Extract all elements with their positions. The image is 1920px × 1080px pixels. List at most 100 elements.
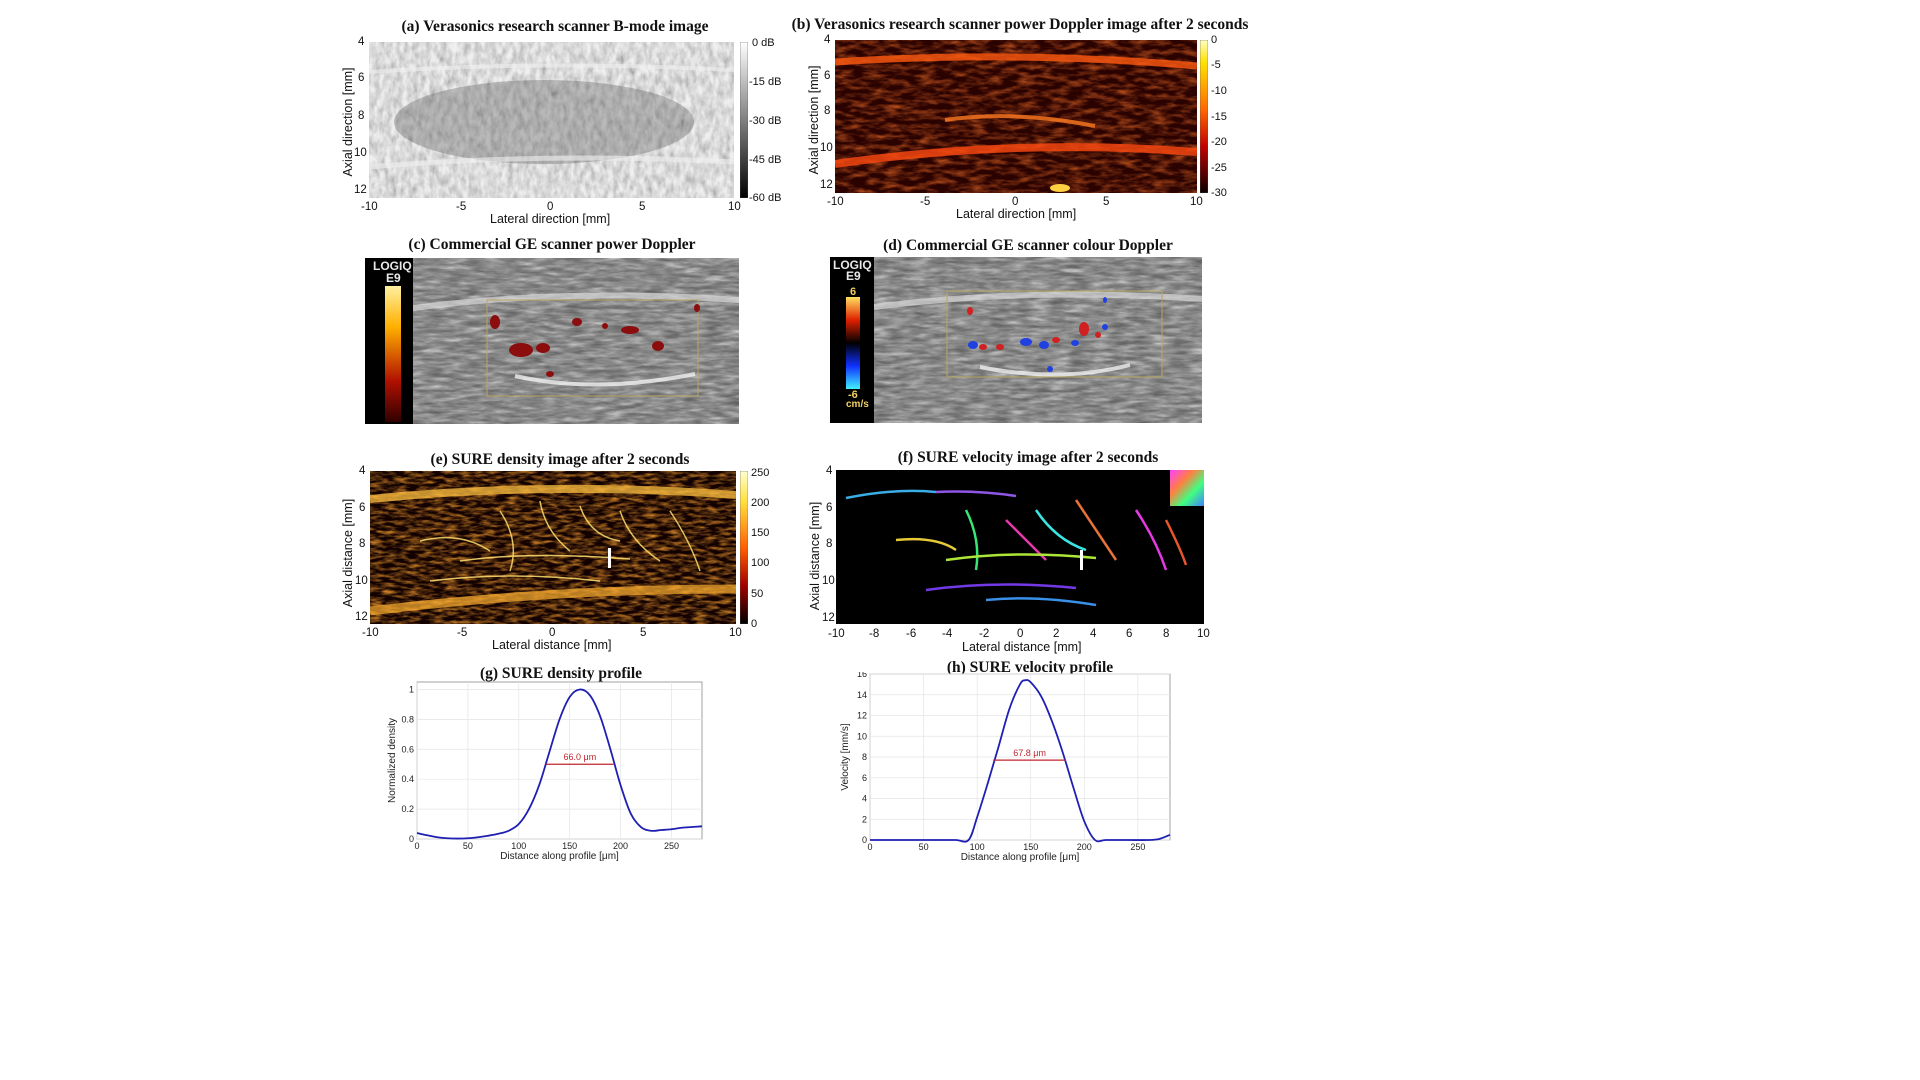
y-tick-label: 0 <box>409 834 414 844</box>
x-tick-label: 0 <box>414 841 419 851</box>
panel-d-ge-colour-doppler-image <box>830 257 1202 423</box>
panel-a-xtick: -5 <box>456 201 467 213</box>
x-axis-label: Distance along profile [μm] <box>500 851 619 862</box>
panel-e-xtick: 0 <box>549 627 556 639</box>
panel-f-ylabel: Axial distance [mm] <box>808 501 822 611</box>
panel-b-title: (b) Verasonics research scanner power Do… <box>791 16 1249 33</box>
panel-a-colorbar-tick: -15 dB <box>749 76 782 88</box>
panel-a-title: (a) Verasonics research scanner B-mode i… <box>401 18 709 35</box>
panel-a-ytick: 8 <box>358 110 365 122</box>
panel-a-colorbar-tick: -30 dB <box>749 115 782 127</box>
panel-a-xtick: 10 <box>728 201 741 213</box>
panel-b-colorbar-tick: -30 <box>1211 187 1227 199</box>
panel-d-scale-unit: cm/s <box>846 399 869 410</box>
panel-a-xtick: 5 <box>639 201 646 213</box>
panel-b-colorbar-tick: -25 <box>1211 162 1227 174</box>
panel-f-xtick: 8 <box>1163 628 1170 640</box>
panel-c-ge-power-doppler-image <box>365 258 739 424</box>
panel-a-bmode-image <box>369 42 734 198</box>
panel-e-xtick: 10 <box>729 627 742 639</box>
y-tick-label: 4 <box>862 794 867 804</box>
x-tick-label: 200 <box>613 841 628 851</box>
panel-h-velocity-profile-chart: 0 50 100 150 200 250 0 2 4 6 8 10 12 14 16 67.8 μm Dista… <box>840 672 1171 863</box>
y-tick-label: 0.6 <box>401 744 414 754</box>
panel-a-colorbar-tick: 0 dB <box>752 37 775 49</box>
panel-d-brand-model: E9 <box>846 269 861 283</box>
panel-f-xlabel: Lateral distance [mm] <box>962 640 1082 654</box>
y-tick-label: 6 <box>862 773 867 783</box>
panel-b-colorbar-tick: -5 <box>1211 59 1221 71</box>
x-tick-label: 150 <box>1023 842 1038 852</box>
y-tick-label: 0.4 <box>401 774 414 784</box>
y-tick-label: 0 <box>862 835 867 845</box>
panel-b-colorbar-tick: -10 <box>1211 85 1227 97</box>
panel-e-ylabel: Axial distance [mm] <box>341 498 355 608</box>
panel-e-ytick: 4 <box>359 465 366 477</box>
panel-b-ytick: 4 <box>824 34 831 46</box>
panel-a-xlabel: Lateral direction [mm] <box>490 212 611 226</box>
y-tick-label: 0.2 <box>401 804 414 814</box>
x-tick-label: 100 <box>511 841 526 851</box>
panel-e-sure-density-image <box>370 471 736 624</box>
panel-b-ytick: 10 <box>820 142 833 154</box>
panel-b-xtick: -5 <box>920 196 931 208</box>
panel-a-colorbar-tick: -60 dB <box>749 192 782 204</box>
panel-b-xlabel: Lateral direction [mm] <box>956 207 1077 221</box>
panel-a-colorbar-tick: -45 dB <box>749 154 782 166</box>
panel-b-colorbar-tick: -15 <box>1211 111 1227 123</box>
panel-f-xtick: -4 <box>942 628 953 640</box>
panel-f-xtick: -2 <box>979 628 990 640</box>
profile-line <box>416 688 703 840</box>
panel-a-colorbar <box>740 42 748 198</box>
panel-f-xtick: -10 <box>828 628 845 640</box>
panel-d-scale-max: 6 <box>850 286 857 298</box>
panel-f-ytick: 8 <box>826 538 833 550</box>
panel-d-brand-logo: LOGIQ <box>833 258 872 272</box>
panel-f-xtick: 4 <box>1090 628 1097 640</box>
x-tick-label: 0 <box>867 842 872 852</box>
panel-e-ytick: 6 <box>359 502 366 514</box>
panel-g-title: (g) SURE density profile <box>479 665 643 682</box>
panel-c-brand-logo: LOGIQ <box>373 259 412 273</box>
panel-d-title: (d) Commercial GE scanner colour Doppler <box>883 237 1173 254</box>
panel-b-xtick: 0 <box>1012 196 1019 208</box>
panel-e-colorbar-tick: 0 <box>751 618 758 630</box>
x-tick-label: 50 <box>463 841 473 851</box>
panel-b-xtick: 5 <box>1103 196 1110 208</box>
panel-e-colorbar-tick: 200 <box>751 497 770 509</box>
panel-b-colorbar-tick: 0 <box>1211 34 1218 46</box>
panel-e-xlabel: Lateral distance [mm] <box>492 638 612 652</box>
panel-e-xtick: -5 <box>457 627 468 639</box>
panel-c-title: (c) Commercial GE scanner power Doppler <box>408 236 696 253</box>
x-tick-label: 100 <box>970 842 985 852</box>
x-tick-label: 150 <box>562 841 577 851</box>
y-tick-label: 1 <box>409 684 414 694</box>
panel-e-ytick: 8 <box>359 538 366 550</box>
panel-f-ytick: 4 <box>826 465 833 477</box>
panel-f-xtick: 0 <box>1017 628 1024 640</box>
panel-a-ytick: 6 <box>358 72 365 84</box>
panel-h-title: (h) SURE velocity profile <box>946 659 1114 676</box>
y-axis-label: Velocity [mm/s] <box>840 723 851 790</box>
panel-e-ytick: 10 <box>355 575 368 587</box>
fwhm-annotation: 67.8 μm <box>1013 748 1046 758</box>
panel-d-scale-min: -6 <box>848 389 858 401</box>
x-tick-label: 250 <box>664 841 679 851</box>
panel-f-title: (f) SURE velocity image after 2 seconds <box>897 449 1159 466</box>
panel-g-density-profile-chart: 0 50 100 150 200 250 0 0.2 0.4 0.6 0.8 1 66.0 μm Dist… <box>387 681 703 862</box>
panel-a-ytick: 4 <box>358 36 365 48</box>
panel-e-colorbar-tick: 250 <box>751 467 770 479</box>
y-tick-label: 10 <box>857 731 867 741</box>
panel-f-ytick: 6 <box>826 502 833 514</box>
panel-b-ytick: 12 <box>820 179 833 191</box>
panel-e-xtick: 5 <box>640 627 647 639</box>
panel-f-xtick: 6 <box>1126 628 1133 640</box>
x-tick-label: 200 <box>1077 842 1092 852</box>
y-tick-label: 8 <box>862 752 867 762</box>
panel-b-ytick: 8 <box>824 105 831 117</box>
panel-b-xtick: 10 <box>1190 196 1203 208</box>
panel-c-brand-model: E9 <box>386 271 401 285</box>
fwhm-annotation: 66.0 μm <box>564 752 597 762</box>
panel-b-colorbar <box>1200 40 1208 193</box>
panel-a-ytick: 10 <box>354 147 367 159</box>
